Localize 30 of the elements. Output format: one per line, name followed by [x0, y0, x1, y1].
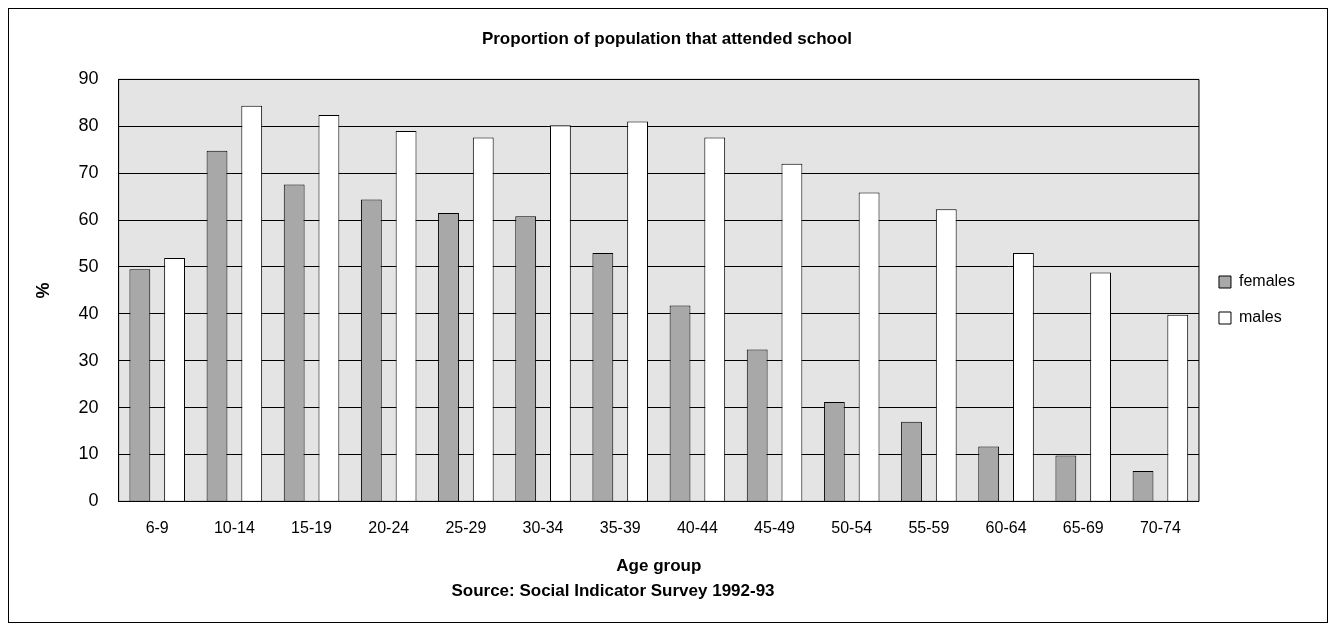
x-tick-label: 40-44: [676, 519, 718, 537]
x-tick-label: 20-24: [368, 519, 410, 537]
x-tick-label: 55-59: [908, 519, 950, 537]
legend-label: males: [1238, 308, 1282, 326]
x-tick-label: 50-54: [831, 519, 873, 537]
x-tick-label: 15-19: [291, 519, 333, 537]
x-tick-label: 60-64: [985, 519, 1027, 537]
y-tick-label: 50: [78, 255, 99, 276]
x-tick-label: 30-34: [522, 519, 564, 537]
x-axis-title: Age group: [616, 556, 702, 576]
x-tick-label: 65-69: [1062, 519, 1104, 537]
legend-label: females: [1238, 272, 1296, 290]
x-tick-label: 45-49: [754, 519, 796, 537]
x-tick-label: 25-29: [445, 519, 487, 537]
y-tick-label: 60: [78, 209, 99, 230]
y-tick-label: 80: [78, 115, 99, 136]
x-tick-label: 10-14: [213, 519, 255, 537]
x-tick-label: 35-39: [599, 519, 641, 537]
x-tick-label: 70-74: [1139, 519, 1181, 537]
y-tick-label: 30: [78, 349, 99, 370]
x-tick-label: 6-9: [145, 519, 169, 537]
y-tick-label: 20: [78, 396, 99, 417]
y-tick-label: 0: [88, 490, 99, 511]
y-tick-label: 40: [78, 302, 99, 323]
source-note: Source: Social Indicator Survey 1992-93: [450, 581, 776, 601]
y-axis-title: %: [32, 282, 53, 299]
y-tick-label: 10: [78, 443, 99, 464]
y-tick-label: 70: [78, 162, 99, 183]
y-tick-label: 90: [78, 68, 99, 89]
chart-title: Proportion of population that attended school: [481, 28, 853, 48]
